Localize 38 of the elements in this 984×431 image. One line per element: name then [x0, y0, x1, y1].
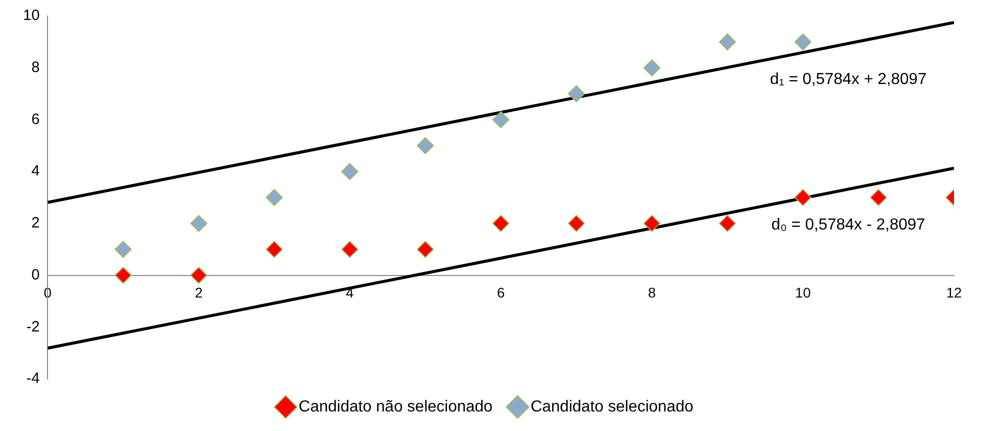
point: [416, 137, 434, 154]
y-tick-label: 4: [31, 162, 40, 180]
y-tick-label: 10: [22, 7, 40, 24]
point: [870, 189, 887, 206]
point: [794, 33, 812, 50]
y-tick-label: 8: [31, 59, 40, 76]
y-tick-label: -2: [26, 318, 40, 336]
x-tick-label: 12: [946, 284, 962, 301]
point: [643, 214, 660, 232]
point: [114, 266, 132, 284]
point: [190, 266, 208, 284]
point: [416, 240, 434, 258]
point: [718, 214, 736, 232]
x-tick-label: 8: [648, 284, 656, 301]
point: [568, 214, 585, 232]
point: [794, 189, 812, 206]
y-tick-label: 0: [31, 266, 40, 284]
point: [114, 240, 132, 258]
annotation: d₀ = 0,5784x - 2,8097: [771, 216, 926, 234]
point: [190, 214, 208, 232]
point: [341, 240, 358, 258]
x-tick-label: 2: [194, 284, 203, 301]
point: [266, 240, 283, 258]
point: [492, 111, 510, 128]
point: [266, 189, 283, 206]
legend-label: Candidato selecionado: [530, 398, 694, 416]
x-tick-label: 6: [496, 284, 505, 301]
legend-label: Candidato não selecionado: [298, 398, 493, 416]
x-tick-label: 10: [795, 284, 811, 301]
y-tick-label: 6: [31, 110, 40, 128]
point: [643, 59, 660, 76]
point: [568, 85, 585, 102]
annotation: d₁ = 0,5784x + 2,8097: [770, 70, 927, 88]
y-tick-label: 2: [31, 214, 40, 232]
y-tick-label: -4: [26, 370, 40, 388]
point: [341, 163, 358, 180]
point: [492, 214, 510, 232]
point: [718, 33, 736, 50]
